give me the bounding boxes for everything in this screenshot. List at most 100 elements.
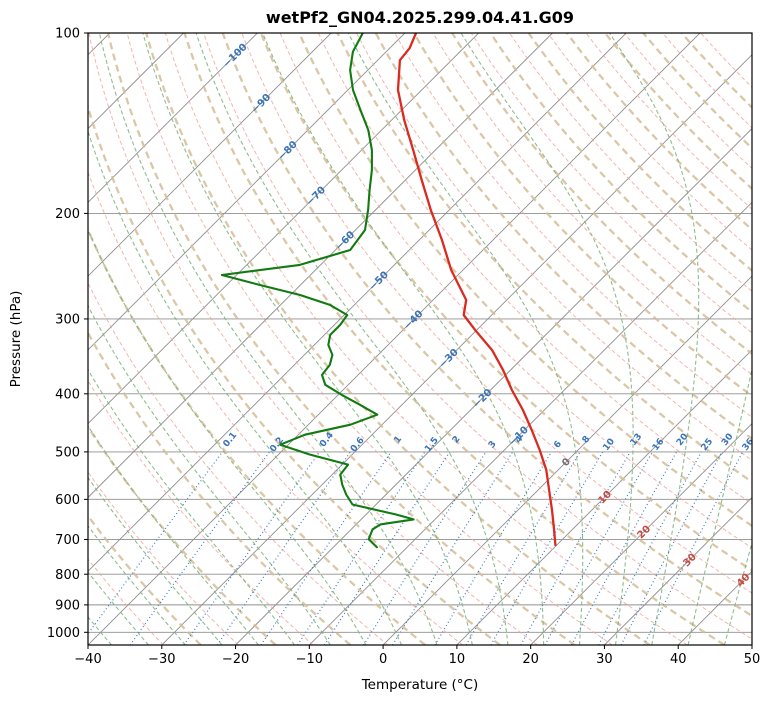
temperature-curve [396, 33, 557, 547]
mixing-ratio-label: 16 [651, 437, 667, 453]
dry-adiabat-line [356, 33, 752, 461]
isotherm-line [88, 33, 627, 572]
isotherm-line [88, 33, 258, 203]
isotherm-label: −20 [471, 387, 495, 411]
dry-adiabat-line [88, 558, 164, 645]
mixing-ratio-label: 4 [514, 434, 526, 445]
mixing-ratio-line [363, 451, 487, 645]
moist-adiabat-line [460, 33, 634, 645]
dry-adiabat-line [88, 471, 239, 645]
mixing-ratio-line [598, 451, 702, 645]
isotherm-label: −80 [276, 139, 300, 163]
mixing-ratio-label: 13 [629, 432, 645, 448]
profiles [220, 33, 557, 549]
bold-adiabat-line [298, 33, 752, 528]
bold-adiabat-line [88, 330, 352, 645]
dry-adiabat-line [88, 170, 463, 645]
mixing-ratio-line [643, 451, 744, 645]
y-axis-title: Pressure (hPa) [8, 291, 24, 388]
y-tick-label: 900 [55, 598, 80, 613]
dry-adiabat-line [164, 33, 688, 645]
pressure-gridlines [88, 33, 752, 633]
isotherm-lines [88, 33, 752, 645]
x-tick-label: −20 [222, 652, 249, 667]
isotherm-line [604, 496, 752, 645]
mixing-ratio-line [297, 451, 426, 645]
dry-adiabat-line [88, 33, 538, 645]
x-tick-label: 10 [449, 652, 466, 667]
isotherm-label: 0 [560, 456, 573, 469]
bold-adiabat-line [88, 424, 277, 645]
dry-adiabats [88, 33, 752, 645]
mixing-ratio-line [392, 451, 514, 645]
y-tick-label: 100 [55, 27, 80, 42]
dry-adiabat-line [126, 33, 613, 645]
x-tick-label: 30 [596, 652, 613, 667]
moist-adiabat-line [142, 33, 473, 645]
bold-adiabat-line [221, 33, 752, 618]
isotherm-label: 20 [635, 524, 653, 542]
bold-adiabat-line [336, 33, 752, 484]
mixing-ratio-line [216, 451, 351, 645]
x-tick-label: 0 [379, 652, 387, 667]
isotherm-label: 10 [596, 489, 614, 507]
bold-adiabat-line [527, 33, 752, 273]
moist-adiabat-line [98, 33, 438, 645]
moist-adiabat-line [347, 33, 584, 645]
mixing-ratio-lines [88, 451, 744, 645]
y-tick-label: 700 [55, 533, 80, 548]
dry-adiabat-line [279, 33, 752, 549]
x-axis-title: Temperature (°C) [361, 677, 479, 693]
mixing-ratio-label: 0.1 [222, 431, 240, 450]
bold-adiabat-line [642, 33, 752, 150]
moist-adiabat-line [88, 524, 186, 645]
mixing-ratio-line [434, 451, 553, 645]
moist-adiabat-line [195, 33, 509, 645]
isotherm-line [161, 54, 752, 645]
isotherm-line [88, 33, 332, 277]
dry-adiabat-line [88, 379, 314, 645]
dry-adiabat-line [394, 33, 752, 418]
dry-adiabat-line [203, 33, 752, 640]
moist-adiabat-line [262, 33, 545, 645]
dry-adiabat-line [700, 33, 752, 89]
isotherm-label: −90 [250, 92, 274, 116]
bold-adiabat-line [374, 33, 752, 441]
bold-adiabat-line [565, 33, 752, 232]
y-tick-label: 300 [55, 312, 80, 327]
dry-adiabat-line [241, 33, 752, 594]
isotherm-line [751, 644, 752, 645]
y-tick-label: 600 [55, 493, 80, 508]
isotherm-line [382, 275, 752, 645]
isotherm-label: −30 [437, 347, 461, 371]
bold-adiabat-line [412, 33, 752, 398]
mixing-ratio-label: 1 [393, 434, 405, 445]
moist-adiabat-line [88, 425, 259, 645]
dry-adiabat-line [88, 281, 389, 645]
moist-adiabat-line [88, 228, 367, 645]
isotherm-line [235, 127, 752, 645]
mixing-ratio-line [323, 451, 451, 645]
mixing-ratio-line [490, 451, 604, 645]
mixing-ratio-line [88, 451, 223, 635]
mixing-ratio-label: 25 [700, 437, 716, 453]
bold-adiabat-line [88, 513, 202, 645]
moist-adiabat-line [608, 33, 700, 645]
mixing-ratio-label: 8 [581, 434, 593, 445]
plot-layers: −100−90−80−70−60−50−40−30−20−10010203040… [47, 27, 760, 667]
x-tick-label: 50 [744, 652, 761, 667]
y-tick-label: 200 [55, 207, 80, 222]
moist-adiabat-line [723, 541, 752, 645]
isotherm-line [530, 423, 752, 645]
x-tick-label: −30 [148, 652, 175, 667]
mixing-ratio-line [183, 451, 320, 645]
mixing-ratio-label: 36 [741, 437, 757, 453]
bold-adiabat-line [88, 103, 501, 645]
isotherm-line [456, 349, 752, 645]
y-tick-label: 500 [55, 445, 80, 460]
dry-adiabat-line [432, 33, 752, 376]
plot-border [87, 32, 753, 646]
moist-adiabat-line [88, 476, 223, 645]
